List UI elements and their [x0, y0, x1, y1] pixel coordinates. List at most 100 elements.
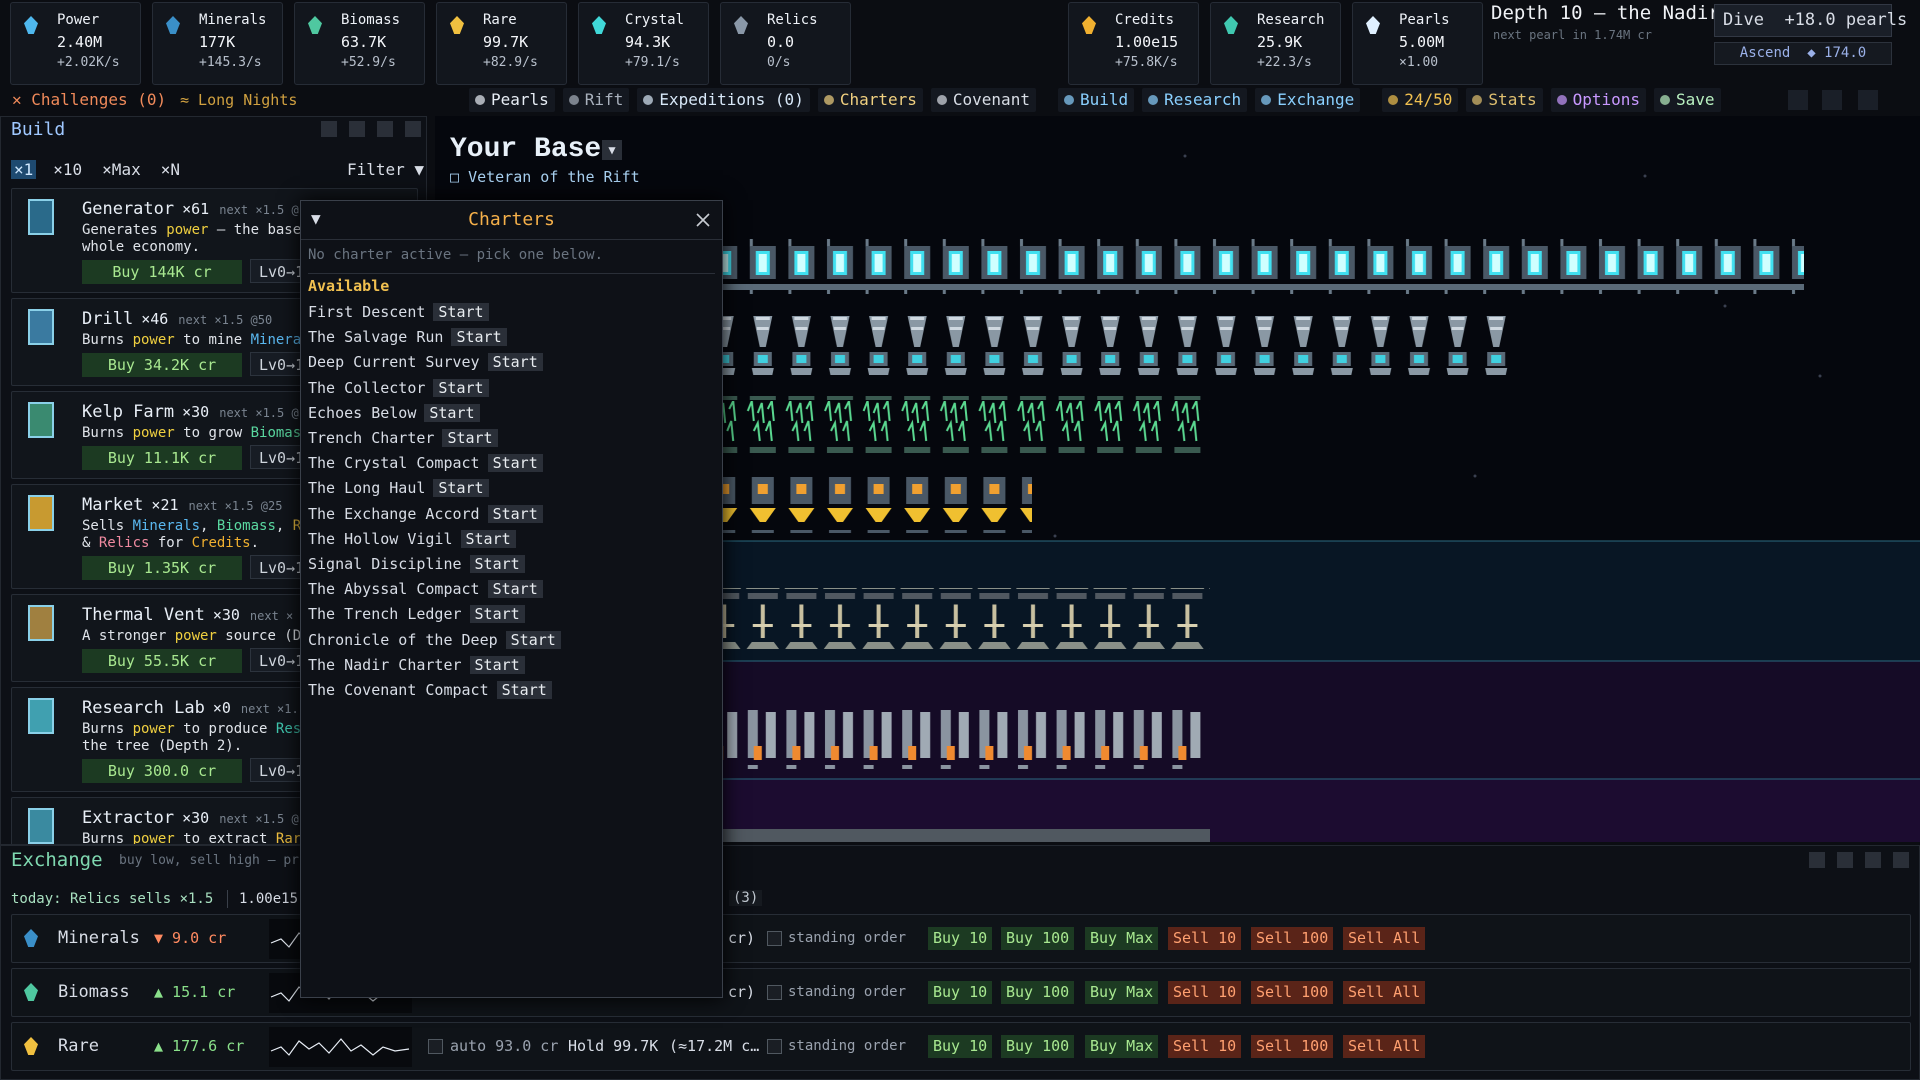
nav-tab[interactable]: Options	[1550, 88, 1647, 112]
ascend-button[interactable]: Ascend ◆ 174.0	[1714, 42, 1892, 65]
resource-name: Minerals	[58, 928, 140, 948]
start-button[interactable]: Start	[460, 529, 516, 548]
trade-button[interactable]: Buy 100	[1001, 927, 1075, 950]
trade-button[interactable]: Buy 10	[928, 1035, 993, 1058]
start-button[interactable]: Start	[469, 555, 525, 573]
trade-button[interactable]: Buy Max	[1085, 927, 1159, 950]
nav-tab[interactable]: Research	[1142, 88, 1248, 112]
panel-button[interactable]	[1893, 852, 1909, 868]
charter-row: The Hollow Vigil Start	[308, 529, 516, 549]
icon-button[interactable]	[1858, 90, 1878, 110]
scene-dropdown[interactable]: ▼	[602, 140, 622, 160]
panel-button[interactable]	[1809, 852, 1825, 868]
collapse-button[interactable]: ▼	[311, 209, 321, 228]
trade-button[interactable]: Sell 100	[1251, 927, 1334, 950]
building-count: ×61	[182, 200, 210, 218]
trade-button[interactable]: Sell 100	[1251, 981, 1334, 1004]
nav-tab[interactable]: Expeditions (0)	[637, 88, 810, 112]
trade-button[interactable]: Buy 100	[1001, 1035, 1075, 1058]
start-button[interactable]: Start	[451, 328, 507, 347]
charter-row: First Descent Start	[308, 302, 489, 322]
start-button[interactable]: Start	[442, 429, 498, 447]
filter[interactable]: Filter ▼	[347, 160, 425, 179]
charter-row: The Covenant Compact Start	[308, 680, 552, 700]
start-button[interactable]: Start	[469, 605, 525, 624]
trade-button[interactable]: Sell 10	[1168, 981, 1242, 1004]
trade-button[interactable]: Sell 100	[1251, 1035, 1334, 1058]
trade-button[interactable]: Sell 10	[1168, 927, 1242, 950]
start-button[interactable]: Start	[505, 630, 561, 649]
panel-button[interactable]	[405, 121, 421, 137]
trade-button[interactable]: Sell All	[1343, 927, 1426, 950]
nav-tab[interactable]: Stats	[1466, 88, 1543, 112]
market-row	[722, 477, 1032, 533]
trade-button[interactable]: Sell 10	[1168, 1035, 1242, 1058]
buy-button[interactable]: Buy 55.5K cr	[82, 649, 242, 673]
trade-button[interactable]: Buy Max	[1085, 1035, 1159, 1058]
nav-tab[interactable]: Exchange	[1255, 88, 1361, 112]
build-name-line: Thermal Vent ×30 next ×	[82, 603, 409, 628]
icon-button[interactable]	[1788, 90, 1808, 110]
trade-button[interactable]: Buy 100	[1001, 981, 1075, 1004]
charter-name: The Hollow Vigil	[308, 529, 453, 548]
trade-button[interactable]: Sell All	[1343, 1035, 1426, 1058]
trade-button[interactable]: Buy Max	[1085, 981, 1159, 1004]
nav-tab[interactable]: Charters	[817, 88, 923, 112]
lower-row	[722, 829, 1210, 842]
start-button[interactable]: Start	[424, 403, 480, 422]
panel-button[interactable]	[1865, 852, 1881, 868]
ascend-value: ◆ 174.0	[1807, 45, 1867, 61]
nav-tab[interactable]: Covenant	[930, 88, 1036, 112]
resource-box: Rare 99.7K +82.9/s	[436, 2, 567, 85]
building-name: Research Lab	[82, 698, 205, 718]
resource-icon	[592, 16, 606, 34]
panel-button[interactable]	[321, 121, 337, 137]
start-button[interactable]: Start	[487, 504, 543, 523]
trade-button[interactable]: Sell All	[1343, 981, 1426, 1004]
resource-box: Pearls 5.00M ×1.00	[1352, 2, 1483, 85]
standing-checkbox[interactable]	[767, 985, 782, 1000]
building-count: ×0	[212, 699, 231, 717]
charter-name: The Salvage Run	[308, 328, 444, 347]
panel-button[interactable]	[1837, 852, 1853, 868]
start-button[interactable]: Start	[433, 303, 489, 321]
multiplier-button[interactable]: ×Max	[102, 160, 141, 179]
trade-button[interactable]: Buy 10	[928, 927, 993, 950]
panel-button[interactable]	[349, 121, 365, 137]
resource-rate: ×1.00	[1399, 55, 1439, 70]
description-text: whole economy.	[82, 239, 201, 255]
separator	[301, 239, 722, 240]
nav-tab[interactable]: 24/50	[1382, 88, 1459, 112]
multiplier-button[interactable]: ×10	[53, 160, 83, 179]
buy-button[interactable]: Buy 34.2K cr	[82, 353, 242, 377]
nav-tab[interactable]: Rift	[562, 88, 630, 112]
multiplier-button[interactable]: ×1	[11, 160, 37, 179]
panel-button[interactable]	[377, 121, 393, 137]
buy-button[interactable]: Buy 11.1K cr	[82, 446, 242, 470]
dive-button[interactable]: Dive +18.0 pearls	[1714, 4, 1907, 37]
separator	[308, 273, 715, 274]
buy-button[interactable]: Buy 1.35K cr	[82, 556, 242, 580]
start-button[interactable]: Start	[496, 681, 552, 699]
close-button[interactable]	[695, 212, 711, 228]
multiplier-button[interactable]: ×N	[160, 160, 180, 179]
start-button[interactable]: Start	[469, 655, 525, 674]
start-button[interactable]: Start	[487, 353, 543, 372]
standing-checkbox[interactable]	[767, 931, 782, 946]
building-name: Market	[82, 495, 144, 515]
nav-tab[interactable]: Save	[1654, 88, 1721, 112]
start-button[interactable]: Start	[487, 454, 543, 473]
buy-button[interactable]: Buy 300.0 cr	[82, 759, 242, 783]
start-button[interactable]: Start	[433, 378, 489, 397]
buy-button[interactable]: Buy 144K cr	[82, 260, 242, 284]
start-button[interactable]: Start	[487, 580, 543, 599]
challenges[interactable]: ✕ Challenges (0)	[12, 90, 167, 109]
icon-button[interactable]	[1822, 90, 1842, 110]
trade-button[interactable]: Buy 10	[928, 981, 993, 1004]
auto-checkbox[interactable]	[428, 1039, 443, 1054]
nav-tab[interactable]: Pearls	[469, 88, 555, 112]
start-button[interactable]: Start	[433, 479, 489, 498]
nav-tab[interactable]: Build	[1057, 88, 1135, 112]
standing-checkbox[interactable]	[767, 1039, 782, 1054]
